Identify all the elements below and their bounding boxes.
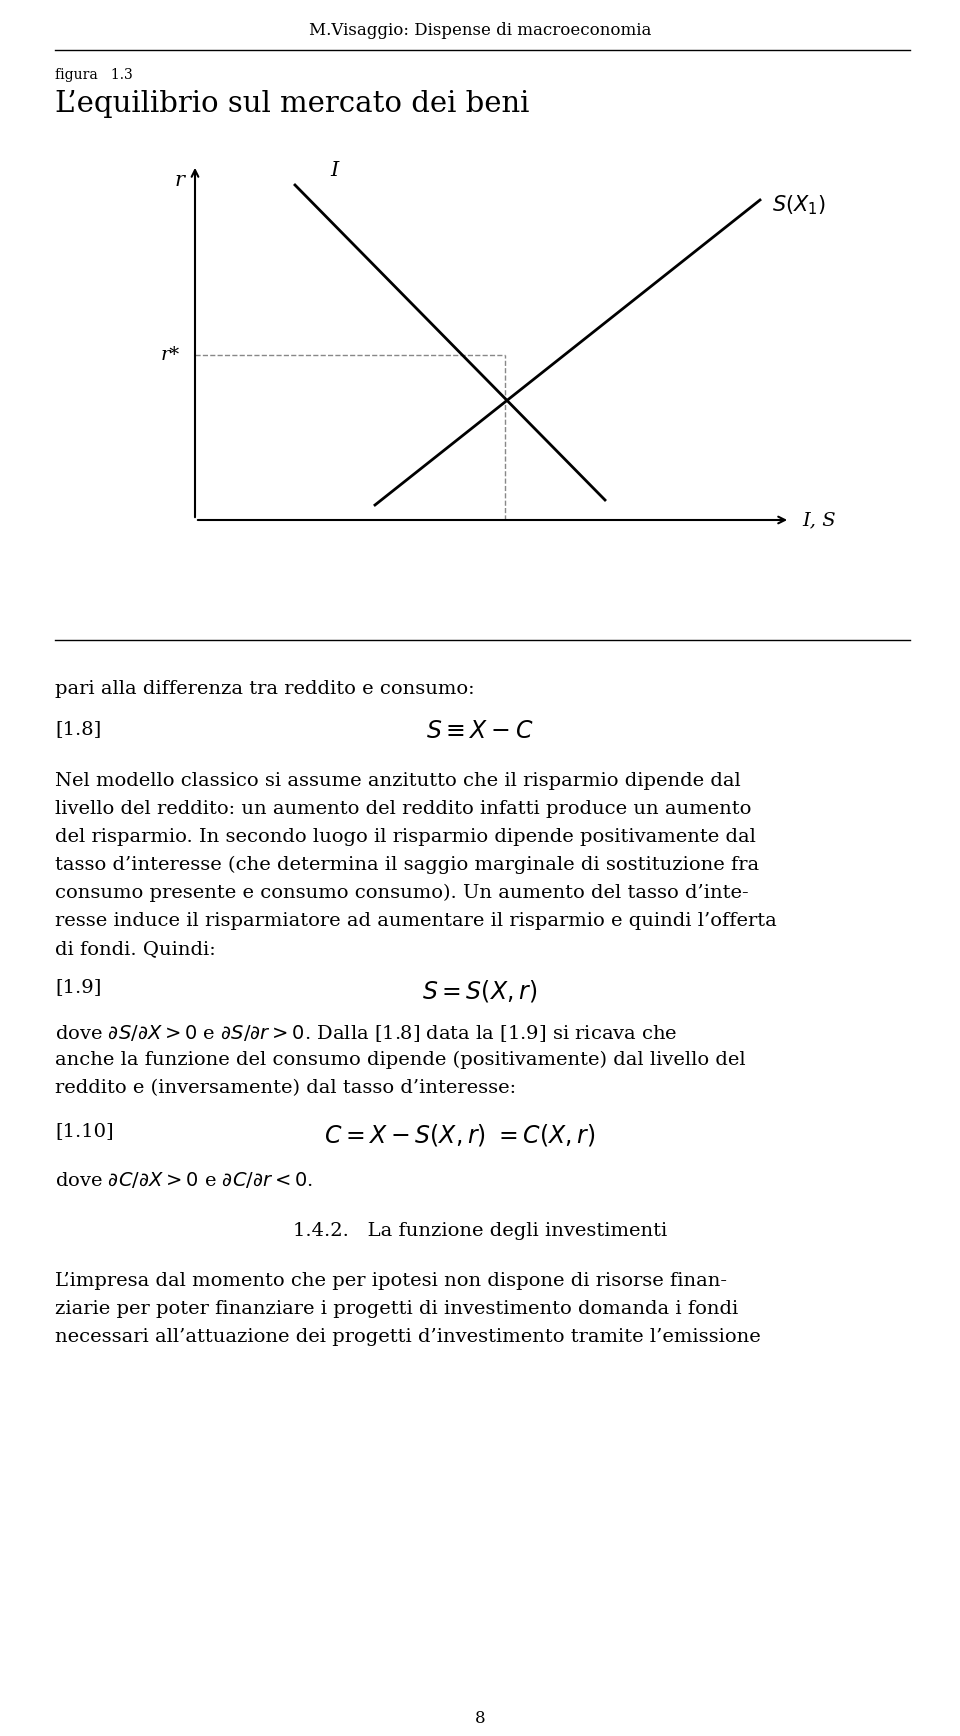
Text: L’impresa dal momento che per ipotesi non dispone di risorse finan-: L’impresa dal momento che per ipotesi no…: [55, 1272, 727, 1290]
Text: L’equilibrio sul mercato dei beni: L’equilibrio sul mercato dei beni: [55, 90, 529, 118]
Text: consumo presente e consumo consumo). Un aumento del tasso d’inte-: consumo presente e consumo consumo). Un …: [55, 884, 749, 903]
Text: di fondi. Quindi:: di fondi. Quindi:: [55, 939, 216, 958]
Text: r*: r*: [161, 345, 180, 365]
Text: del risparmio. In secondo luogo il risparmio dipende positivamente dal: del risparmio. In secondo luogo il rispa…: [55, 828, 756, 845]
Text: [1.10]: [1.10]: [55, 1121, 113, 1141]
Text: [1.8]: [1.8]: [55, 720, 101, 738]
Text: reddito e (inversamente) dal tasso d’interesse:: reddito e (inversamente) dal tasso d’int…: [55, 1080, 516, 1097]
Text: 1.4.2.   La funzione degli investimenti: 1.4.2. La funzione degli investimenti: [293, 1222, 667, 1240]
Text: r: r: [175, 170, 185, 189]
Text: I, S: I, S: [802, 510, 835, 529]
Text: livello del reddito: un aumento del reddito infatti produce un aumento: livello del reddito: un aumento del redd…: [55, 800, 752, 818]
Text: $C = X - S(X,r) \ = C(X,r)$: $C = X - S(X,r) \ = C(X,r)$: [324, 1121, 596, 1147]
Text: necessari all’attuazione dei progetti d’investimento tramite l’emissione: necessari all’attuazione dei progetti d’…: [55, 1328, 760, 1345]
Text: 8: 8: [474, 1710, 486, 1727]
Text: [1.9]: [1.9]: [55, 977, 102, 996]
Text: I: I: [330, 161, 338, 181]
Text: tasso d’interesse (che determina il saggio marginale di sostituzione fra: tasso d’interesse (che determina il sagg…: [55, 856, 759, 875]
Text: M.Visaggio: Dispense di macroeconomia: M.Visaggio: Dispense di macroeconomia: [309, 23, 651, 38]
Text: Nel modello classico si assume anzitutto che il risparmio dipende dal: Nel modello classico si assume anzitutto…: [55, 773, 741, 790]
Text: ziarie per poter finanziare i progetti di investimento domanda i fondi: ziarie per poter finanziare i progetti d…: [55, 1300, 738, 1318]
Text: figura   1.3: figura 1.3: [55, 68, 132, 82]
Text: pari alla differenza tra reddito e consumo:: pari alla differenza tra reddito e consu…: [55, 681, 474, 698]
Text: resse induce il risparmiatore ad aumentare il risparmio e quindi l’offerta: resse induce il risparmiatore ad aumenta…: [55, 911, 777, 930]
Text: $S = S(X, r)$: $S = S(X, r)$: [422, 977, 538, 1003]
Text: dove $\partial S/\partial X > 0$ e $\partial S/\partial r > 0$. Dalla [1.8] data: dove $\partial S/\partial X > 0$ e $\par…: [55, 1023, 678, 1043]
Text: dove $\partial C/\partial X > 0$ e $\partial C/\partial r < 0$.: dove $\partial C/\partial X > 0$ e $\par…: [55, 1170, 313, 1189]
Text: $S(X_1)$: $S(X_1)$: [772, 193, 826, 217]
Text: $S \equiv X - C$: $S \equiv X - C$: [426, 720, 534, 743]
Text: anche la funzione del consumo dipende (positivamente) dal livello del: anche la funzione del consumo dipende (p…: [55, 1050, 746, 1069]
